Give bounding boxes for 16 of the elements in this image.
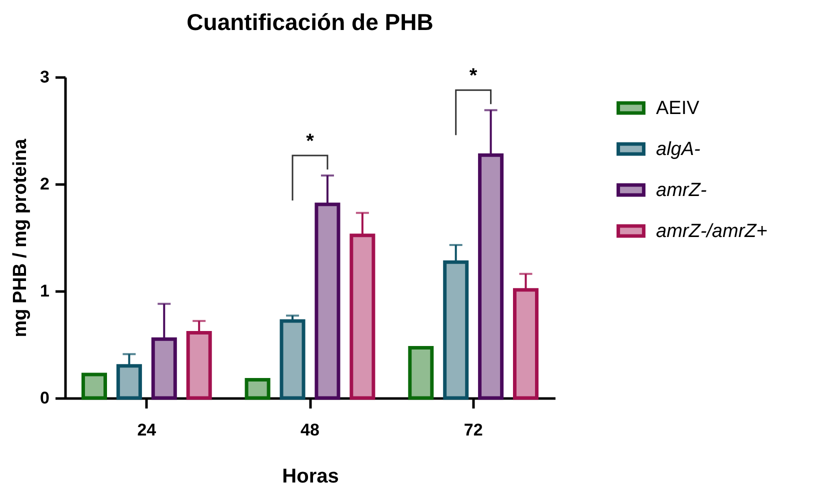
legend-label: algA- <box>656 139 700 160</box>
y-tick-label: 2 <box>40 174 50 194</box>
x-tick-label: 72 <box>464 420 483 440</box>
legend-label: amrZ-/amrZ+ <box>656 221 768 242</box>
x-tick-label: 24 <box>137 420 157 440</box>
y-tick-label: 0 <box>40 388 50 408</box>
chart-title: Cuantificación de PHB <box>186 9 434 35</box>
x-tick-label: 48 <box>300 420 320 440</box>
y-axis-title: mg PHB / mg proteina <box>10 138 32 338</box>
legend-label: amrZ- <box>656 180 707 201</box>
annotation: * <box>469 65 478 88</box>
x-axis-title: Horas <box>282 466 339 488</box>
y-tick-label: 1 <box>40 282 50 300</box>
legend-label: AEIV <box>656 98 700 119</box>
y-tick-label: 3 <box>40 68 50 86</box>
annotation: * <box>306 130 314 152</box>
